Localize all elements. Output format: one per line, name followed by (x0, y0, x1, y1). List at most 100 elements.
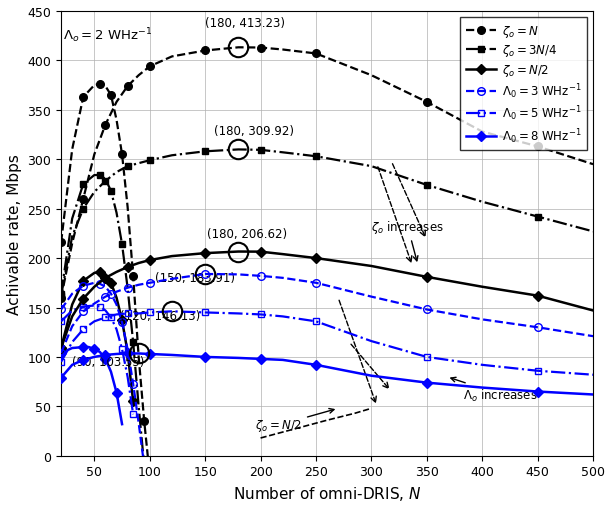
$\Lambda_0 = 3$ WHz$^{-1}$ (168, 276, 176, 282)
$\Lambda_0 = 8$ WHz$^{-1}$ (168, 352, 176, 358)
$\zeta_o = 3N/4$ (423, 183, 430, 189)
$\Lambda_0 = 3$ WHz$^{-1}$ (124, 285, 131, 291)
$\zeta_o = N$ (423, 100, 430, 106)
$\zeta_o = 3N/4$ (279, 150, 286, 156)
Text: (150, 183.91): (150, 183.91) (155, 271, 235, 284)
$\Lambda_0 = 8$ WHz$^{-1}$ (201, 354, 209, 360)
Line: $\zeta_o = 3N/4$: $\zeta_o = 3N/4$ (58, 147, 597, 299)
$\Lambda_0 = 5$ WHz$^{-1}$ (91, 319, 98, 325)
$\zeta_o = N$ (479, 129, 486, 135)
$\Lambda_0 = 8$ WHz$^{-1}$ (534, 389, 542, 395)
$\zeta_o = N/2$ (235, 249, 242, 255)
$\Lambda_0 = 5$ WHz$^{-1}$ (312, 319, 319, 325)
$\Lambda_0 = 8$ WHz$^{-1}$ (589, 391, 597, 398)
$\zeta_o = N/2$ (423, 274, 430, 280)
$\zeta_o = N$ (124, 84, 131, 90)
$\Lambda_0 = 5$ WHz$^{-1}$ (279, 314, 286, 320)
$\Lambda_0 = 3$ WHz$^{-1}$ (91, 301, 98, 307)
$\zeta_o = N$ (201, 48, 209, 54)
$\Lambda_0 = 3$ WHz$^{-1}$ (113, 289, 120, 295)
$\Lambda_0 = 8$ WHz$^{-1}$ (423, 380, 430, 386)
$\zeta_o = N/2$ (279, 251, 286, 258)
$\Lambda_0 = 8$ WHz$^{-1}$ (135, 351, 143, 357)
$\Lambda_0 = 5$ WHz$^{-1}$ (146, 310, 154, 316)
$\zeta_o = 3N/4$ (312, 154, 319, 160)
$\Lambda_0 = 5$ WHz$^{-1}$ (257, 312, 264, 318)
$\Lambda_0 = 3$ WHz$^{-1}$ (589, 333, 597, 340)
$\zeta_o = N$ (589, 162, 597, 168)
Text: (180, 413.23): (180, 413.23) (205, 17, 285, 30)
$\Lambda_0 = 3$ WHz$^{-1}$ (58, 350, 65, 356)
$\zeta_o = N/2$ (102, 275, 109, 281)
Text: $\zeta_o$ increases: $\zeta_o$ increases (371, 219, 444, 261)
$\zeta_o = N$ (235, 45, 242, 51)
$\Lambda_0 = 3$ WHz$^{-1}$ (257, 273, 264, 279)
$\Lambda_0 = 3$ WHz$^{-1}$ (69, 324, 76, 330)
Line: $\zeta_o = N$: $\zeta_o = N$ (58, 44, 597, 302)
$\zeta_o = N/2$ (257, 249, 264, 255)
$\zeta_o = 3N/4$ (135, 161, 143, 167)
$\zeta_o = N$ (312, 51, 319, 58)
$\zeta_o = 3N/4$ (102, 179, 109, 185)
$\zeta_o = N/2$ (113, 269, 120, 275)
$\Lambda_0 = 3$ WHz$^{-1}$ (135, 282, 143, 288)
$\zeta_o = N$ (69, 241, 76, 247)
$\Lambda_0 = 3$ WHz$^{-1}$ (102, 294, 109, 300)
$\zeta_o = 3N/4$ (201, 149, 209, 155)
$\Lambda_0 = 5$ WHz$^{-1}$ (589, 372, 597, 378)
$\Lambda_0 = 3$ WHz$^{-1}$ (423, 307, 430, 313)
$\zeta_o = N$ (80, 196, 87, 203)
$\Lambda_0 = 8$ WHz$^{-1}$ (58, 375, 65, 381)
$\zeta_o = 3N/4$ (589, 229, 597, 235)
$\Lambda_0 = 5$ WHz$^{-1}$ (69, 340, 76, 346)
$\zeta_o = 3N/4$ (69, 234, 76, 240)
$\Lambda_0 = 8$ WHz$^{-1}$ (257, 356, 264, 362)
$\zeta_o = N$ (113, 100, 120, 106)
$\zeta_o = N$ (168, 54, 176, 61)
$\zeta_o = N$ (58, 295, 65, 301)
$\zeta_o = N/2$ (368, 263, 375, 269)
Line: $\Lambda_0 = 8$ WHz$^{-1}$: $\Lambda_0 = 8$ WHz$^{-1}$ (58, 350, 597, 398)
$\zeta_o = N/2$ (534, 293, 542, 299)
$\zeta_o = N$ (257, 45, 264, 51)
$\Lambda_0 = 5$ WHz$^{-1}$ (135, 311, 143, 317)
X-axis label: Number of omni-DRIS, $N$: Number of omni-DRIS, $N$ (233, 484, 421, 502)
$\zeta_o = N/2$ (168, 253, 176, 260)
$\zeta_o = 3N/4$ (479, 200, 486, 206)
$\zeta_o = 3N/4$ (91, 189, 98, 195)
$\zeta_o = N$ (146, 64, 154, 70)
$\zeta_o = N/2$ (146, 258, 154, 264)
$\Lambda_0 = 3$ WHz$^{-1}$ (312, 280, 319, 286)
$\zeta_o = N$ (534, 144, 542, 150)
$\zeta_o = N/2$ (58, 345, 65, 351)
$\Lambda_0 = 3$ WHz$^{-1}$ (235, 272, 242, 278)
$\zeta_o = N/2$ (91, 284, 98, 290)
Text: (180, 309.92): (180, 309.92) (214, 125, 294, 138)
$\zeta_o = N$ (368, 73, 375, 79)
$\zeta_o = N/2$ (124, 264, 131, 270)
$\zeta_o = 3N/4$ (80, 206, 87, 212)
$\Lambda_0 = 5$ WHz$^{-1}$ (102, 315, 109, 321)
$\Lambda_0 = 5$ WHz$^{-1}$ (479, 362, 486, 368)
Text: $\zeta_o = N/2$: $\zeta_o = N/2$ (255, 409, 334, 433)
$\zeta_o = N/2$ (135, 261, 143, 267)
Line: $\Lambda_0 = 3$ WHz$^{-1}$: $\Lambda_0 = 3$ WHz$^{-1}$ (58, 271, 597, 357)
$\zeta_o = 3N/4$ (113, 169, 120, 176)
$\zeta_o = 3N/4$ (235, 147, 242, 153)
$\Lambda_0 = 8$ WHz$^{-1}$ (279, 357, 286, 363)
$\zeta_o = N$ (102, 122, 109, 128)
$\Lambda_0 = 3$ WHz$^{-1}$ (479, 317, 486, 323)
$\Lambda_0 = 8$ WHz$^{-1}$ (69, 362, 76, 368)
$\zeta_o = N/2$ (479, 284, 486, 290)
$\Lambda_0 = 3$ WHz$^{-1}$ (279, 275, 286, 281)
$\Lambda_0 = 3$ WHz$^{-1}$ (146, 280, 154, 286)
$\Lambda_0 = 8$ WHz$^{-1}$ (368, 373, 375, 379)
$\zeta_o = N/2$ (201, 250, 209, 257)
$\zeta_o = N$ (91, 152, 98, 158)
$\zeta_o = 3N/4$ (368, 164, 375, 170)
Line: $\Lambda_0 = 5$ WHz$^{-1}$: $\Lambda_0 = 5$ WHz$^{-1}$ (58, 308, 597, 379)
$\Lambda_0 = 5$ WHz$^{-1}$ (235, 311, 242, 317)
$\Lambda_0 = 3$ WHz$^{-1}$ (80, 309, 87, 315)
$\zeta_o = 3N/4$ (124, 164, 131, 170)
$\Lambda_0 = 3$ WHz$^{-1}$ (201, 271, 209, 277)
